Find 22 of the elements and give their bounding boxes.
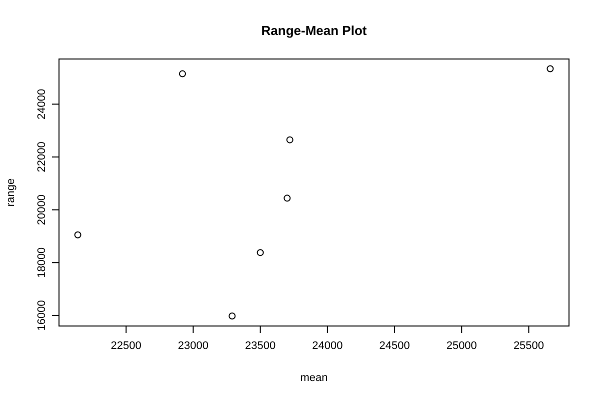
- x-axis-title: mean: [300, 372, 328, 384]
- x-tick-label: 22500: [110, 340, 142, 352]
- chart-title: Range-Mean Plot: [261, 23, 368, 38]
- y-tick-label: 18000: [36, 247, 48, 278]
- point: [284, 194, 291, 202]
- x-tick-label: 24000: [312, 340, 343, 352]
- y-tick-label: 24000: [36, 88, 48, 120]
- y-axis-title: range: [5, 178, 17, 207]
- x-tick-label: 23000: [178, 340, 209, 352]
- x-tick-label: 25500: [513, 340, 544, 352]
- y-tick-label: 22000: [36, 142, 48, 172]
- point: [74, 231, 82, 238]
- point: [228, 312, 236, 320]
- y-tick-label: 16000: [36, 300, 48, 331]
- y-tick-label: 20000: [36, 194, 48, 226]
- x-tick-label: 24500: [379, 340, 410, 352]
- point: [256, 249, 264, 256]
- point: [546, 65, 554, 72]
- x-tick-label: 23500: [245, 340, 276, 352]
- point: [286, 136, 294, 144]
- x-tick-label: 25000: [446, 340, 477, 352]
- point: [178, 70, 186, 78]
